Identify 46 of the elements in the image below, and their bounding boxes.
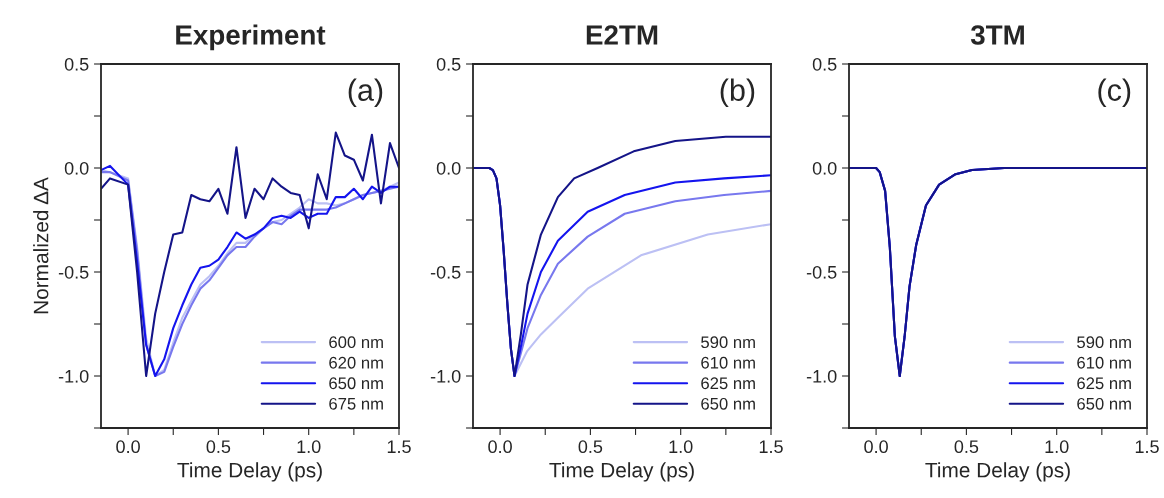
legend-label: 625 nm xyxy=(701,377,755,390)
y-tick-label: -0.5 xyxy=(806,265,837,279)
legend-label: 675 nm xyxy=(329,397,383,410)
y-tick-label: -0.5 xyxy=(430,265,461,279)
x-axis-title: Time Delay (ps) xyxy=(925,462,1070,482)
legend-label: 625 nm xyxy=(1077,377,1131,390)
x-tick-label: 1.0 xyxy=(669,440,693,454)
x-tick-label: 0.5 xyxy=(578,440,603,454)
annotation: (c) xyxy=(1098,78,1131,108)
annotation: (a) xyxy=(348,78,383,108)
x-tick-label: 0.5 xyxy=(206,440,231,454)
x-tick-label: 1.0 xyxy=(1045,440,1069,454)
legend-label: 610 nm xyxy=(701,356,755,369)
y-tick-label: 0.5 xyxy=(812,57,837,71)
chart-title: E2TM xyxy=(586,25,658,45)
x-tick-label: 0.5 xyxy=(954,440,979,454)
x-tick-label: 1.5 xyxy=(387,440,411,454)
chart-title: 3TM xyxy=(970,25,1024,45)
annotation: (b) xyxy=(720,78,755,108)
y-tick-label: 0.0 xyxy=(812,161,837,175)
y-tick-label: -0.5 xyxy=(58,265,89,279)
y-tick-label: -1.0 xyxy=(430,369,461,383)
x-tick-label: 0.0 xyxy=(864,440,888,454)
y-tick-label: 0.0 xyxy=(64,161,89,175)
legend-label: 600 nm xyxy=(329,336,383,349)
chart-title: Experiment xyxy=(176,24,326,51)
y-tick-label: -1.0 xyxy=(806,369,837,383)
x-tick-label: 0.0 xyxy=(116,440,140,454)
y-axis-title: Normalized ΔA xyxy=(33,177,49,314)
y-tick-label: 0.5 xyxy=(64,57,89,71)
x-axis-title: Time Delay (ps) xyxy=(177,462,322,482)
legend-label: 650 nm xyxy=(329,377,383,390)
legend-label: 650 nm xyxy=(701,397,755,410)
x-tick-label: 1.0 xyxy=(297,440,321,454)
x-tick-label: 1.5 xyxy=(759,440,783,454)
y-tick-label: 0.5 xyxy=(436,57,461,71)
legend-label: 650 nm xyxy=(1077,397,1131,410)
legend-label: 620 nm xyxy=(329,356,383,369)
y-tick-label: -1.0 xyxy=(58,369,89,383)
legend-label: 590 nm xyxy=(1077,336,1131,349)
legend-label: 610 nm xyxy=(1077,356,1131,369)
x-tick-label: 1.5 xyxy=(1135,440,1159,454)
x-tick-label: 0.0 xyxy=(488,440,512,454)
y-tick-label: 0.0 xyxy=(436,161,461,175)
legend-label: 590 nm xyxy=(701,336,755,349)
x-axis-title: Time Delay (ps) xyxy=(549,462,694,482)
